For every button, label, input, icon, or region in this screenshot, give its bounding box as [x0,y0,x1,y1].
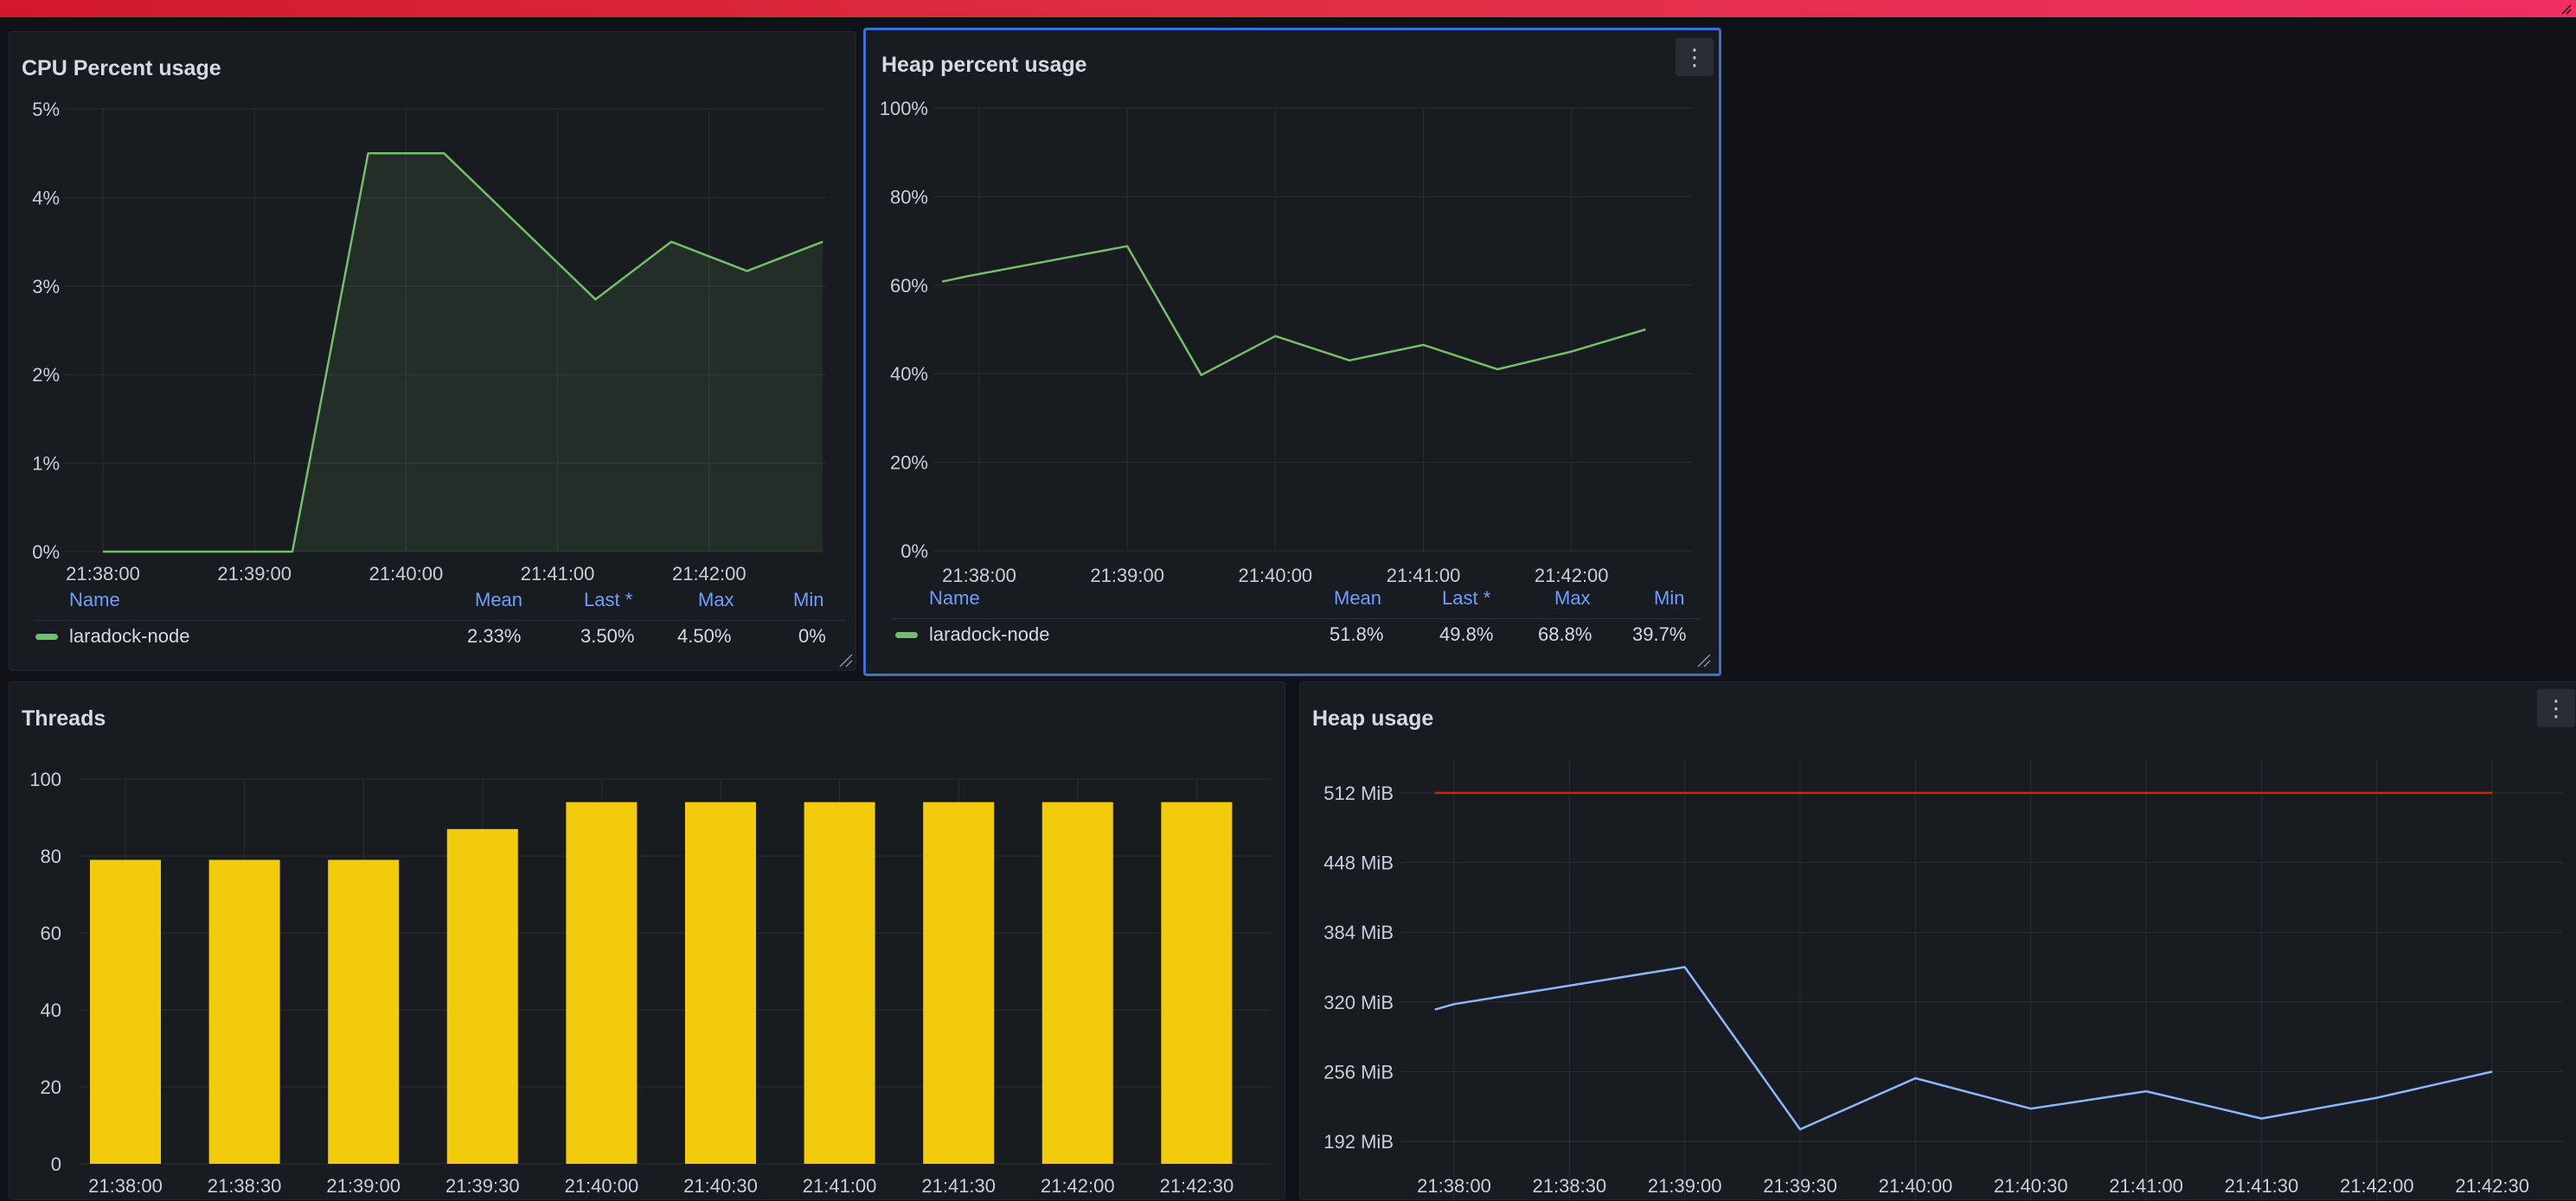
x-tick-label: 21:40:00 [1239,565,1313,586]
dashboard-top-bar [0,0,2576,17]
y-tick-label: 3% [32,276,60,297]
legend-header-mean[interactable]: Mean [1334,587,1381,610]
x-tick-label: 21:39:00 [1090,565,1164,586]
y-tick-label: 100 [29,769,61,790]
threads-bar [566,802,637,1164]
legend-last-value: 49.8% [1439,623,1493,646]
legend-header-min[interactable]: Min [793,589,823,611]
y-tick-label: 80 [41,846,61,867]
cpu-chart[interactable]: 0% 1% 2% 3% 4% 5% 21:38:00 21:39:00 21:40:00 21:4… [10,32,857,672]
x-tick-label: 21:40:00 [369,563,444,585]
y-tick-label: 192 MiB [1323,1131,1394,1153]
y-tick-label: 512 MiB [1323,783,1394,804]
legend-header-mean[interactable]: Mean [475,589,522,611]
x-tick-label: 21:41:00 [521,563,595,585]
y-tick-label: 1% [32,453,60,475]
y-tick-label: 100% [880,98,928,119]
threads-bar [209,859,280,1164]
legend-mean-value: 51.8% [1330,623,1383,646]
y-tick-label: 80% [890,186,928,208]
resize-corner-icon [2560,3,2573,16]
legend-series-name[interactable]: laradock-node [69,625,189,648]
legend-min-value: 39.7% [1632,623,1686,646]
legend-header-max[interactable]: Max [1554,587,1591,610]
legend-header-min[interactable]: Min [1654,587,1684,610]
legend-divider [34,620,845,621]
y-tick-label: 60 [41,923,61,944]
y-tick-label: 20% [890,452,928,474]
heap-percent-chart[interactable]: 0% 20% 40% 60% 80% 100% 21:38:00 21:39:00 21:40:… [866,30,1724,679]
threads-bar [685,802,756,1164]
legend-header-name[interactable]: Name [69,589,120,611]
y-tick-label: 256 MiB [1323,1061,1394,1083]
legend-header-max[interactable]: Max [698,589,734,611]
legend-series-name[interactable]: laradock-node [929,623,1049,646]
y-tick-label: 60% [890,275,928,297]
y-tick-label: 0 [51,1153,61,1175]
threads-bar [90,859,161,1164]
legend-min-value: 0% [798,625,826,648]
threads-bar [923,802,994,1164]
legend-max-value: 4.50% [677,625,731,648]
heap-usage-chart[interactable]: 192 MiB 256 MiB 320 MiB 384 MiB 448 MiB 512 M… [1300,682,2576,1201]
resize-handle-icon[interactable] [838,653,854,668]
x-tick-label: 21:39:00 [217,563,292,585]
threads-bar [804,802,875,1164]
series-line [1435,968,2492,1130]
y-tick-label: 384 MiB [1323,922,1394,943]
x-tick-label: 21:42:00 [672,563,747,585]
y-tick-label: 5% [32,99,60,120]
series-area-fill [103,153,823,552]
x-tick-label: 21:41:00 [1387,565,1461,586]
threads-bar [1161,802,1232,1164]
threads-bar [328,859,399,1164]
y-tick-label: 448 MiB [1323,853,1394,874]
resize-handle-icon[interactable] [1696,653,1712,668]
x-tick-label: 21:38:00 [942,565,1016,586]
y-tick-label: 20 [41,1076,61,1098]
legend-header-name[interactable]: Name [929,587,980,610]
x-tick-label: 21:38:00 [66,563,140,585]
legend-header-last[interactable]: Last * [1442,587,1490,610]
series-line [942,246,1645,375]
legend-series-color [35,634,58,640]
legend-max-value: 68.8% [1538,623,1592,646]
threads-bar [447,829,518,1164]
y-tick-label: 320 MiB [1323,992,1394,1013]
heap-percent-panel[interactable]: Heap percent usage ⋮ 0%20%40%60%80%100%2… [863,28,1721,676]
y-tick-label: 2% [32,364,60,386]
y-tick-label: 40 [41,1000,61,1021]
legend-mean-value: 2.33% [467,625,521,648]
threads-bar [1042,802,1113,1164]
legend-divider [892,618,1701,619]
y-tick-label: 4% [32,187,60,208]
y-tick-label: 40% [890,363,928,385]
x-tick-label: 21:42:00 [1535,565,1609,586]
y-tick-label: 0% [32,541,60,563]
y-tick-label: 0% [900,540,928,562]
legend-series-color [895,632,918,638]
legend-last-value: 3.50% [580,625,634,648]
legend-header-last[interactable]: Last * [584,589,632,611]
